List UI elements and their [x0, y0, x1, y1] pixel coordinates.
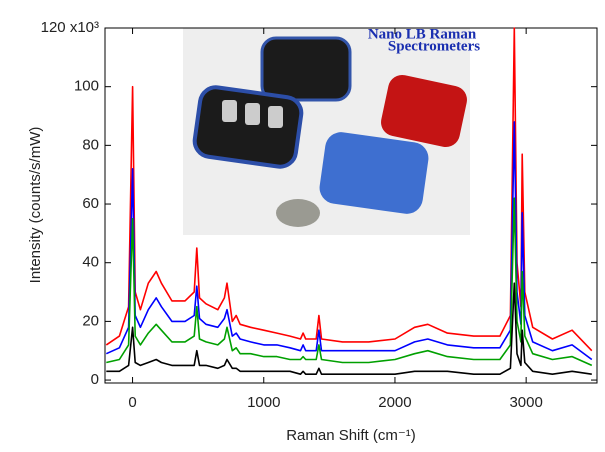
y-tick-label: 120 x10³ — [41, 19, 99, 36]
y-tick-label: 100 — [74, 78, 99, 95]
y-tick-label: 60 — [82, 195, 99, 212]
x-tick-label: 0 — [128, 394, 136, 411]
x-tick-label: 1000 — [247, 394, 280, 411]
y-tick-label: 80 — [82, 136, 99, 153]
x-tick-label: 2000 — [378, 394, 411, 411]
x-axis-label: Raman Shift (cm⁻¹) — [286, 427, 416, 444]
chart: Nano LB Raman Spectrometers Intensity (c… — [0, 0, 605, 447]
y-tick-label: 40 — [82, 254, 99, 271]
y-tick-label: 20 — [82, 312, 99, 329]
y-axis-label: Intensity (counts/s/mW) — [27, 127, 44, 284]
inset-photo: Nano LB Raman Spectrometers — [183, 26, 480, 235]
x-tick-label: 3000 — [509, 394, 542, 411]
inset-title: Spectrometers — [388, 38, 480, 54]
y-tick-label: 0 — [91, 371, 99, 388]
